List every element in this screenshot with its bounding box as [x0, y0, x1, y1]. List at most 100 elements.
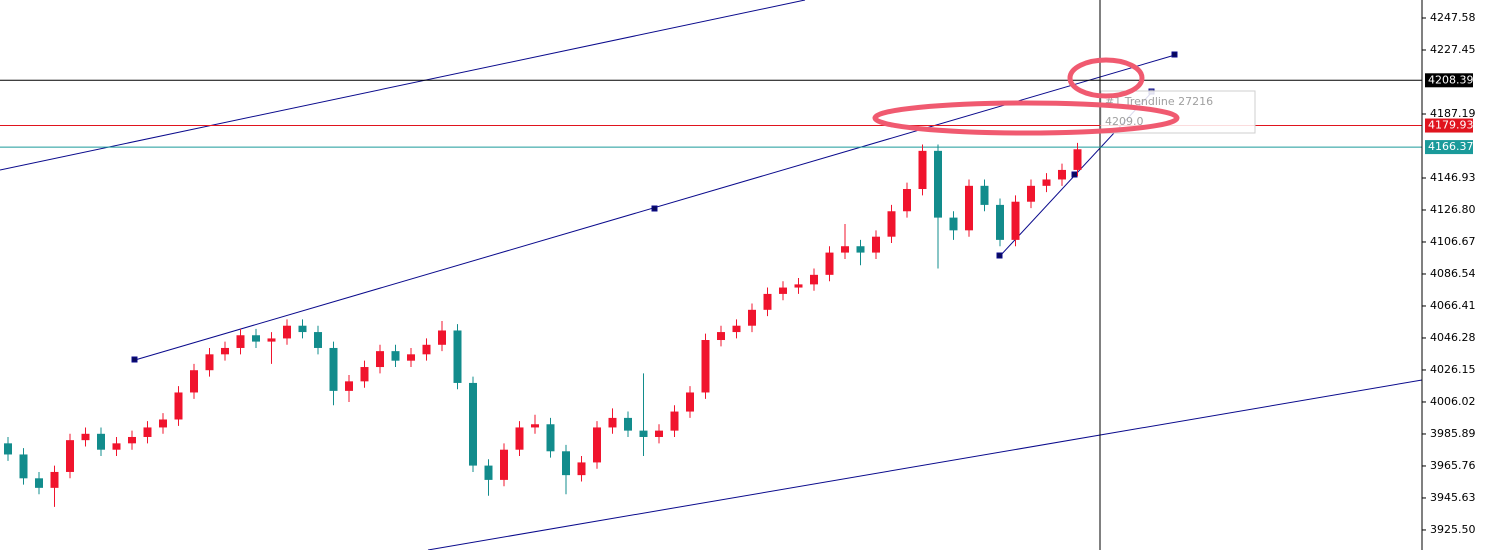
candle-body — [903, 189, 911, 212]
candle-body — [500, 449, 508, 480]
candle-body — [577, 462, 586, 476]
candle-body — [345, 381, 353, 391]
candle-body — [376, 351, 384, 368]
price-label: 4179.93 — [1428, 119, 1474, 132]
candle-body — [50, 471, 59, 488]
candle-body — [143, 427, 152, 437]
candle-body — [484, 465, 493, 480]
candle-body — [918, 150, 927, 190]
y-tick-label: 3985.89 — [1430, 427, 1476, 440]
price-label: 4208.39 — [1428, 73, 1474, 86]
y-tick-label: 4046.28 — [1430, 331, 1476, 344]
candle-body — [717, 332, 725, 341]
candle-body — [1011, 201, 1020, 240]
candle-body — [872, 236, 880, 253]
candle-body — [81, 433, 90, 441]
drawings — [0, 0, 1423, 550]
y-tick-label: 4227.45 — [1430, 43, 1476, 56]
candle-body — [360, 367, 369, 382]
candle-body — [314, 332, 322, 348]
y-tick-label: 3965.76 — [1430, 459, 1476, 472]
candle-body — [810, 274, 818, 285]
candle-body — [174, 392, 183, 420]
candle-body — [701, 340, 710, 393]
candle-body — [453, 330, 462, 383]
price-label-box — [1425, 118, 1473, 133]
candle-body — [190, 370, 198, 393]
candle-body — [19, 454, 28, 479]
candle-body — [841, 246, 849, 253]
highlight-ellipse — [872, 100, 1180, 136]
y-tick-label: 4247.58 — [1430, 11, 1476, 24]
candle-body — [469, 382, 477, 466]
candle-body — [655, 430, 663, 437]
candle-body — [593, 427, 601, 463]
y-tick-label: 4187.19 — [1430, 107, 1476, 120]
candle-body — [794, 284, 803, 288]
candle-body — [438, 330, 446, 345]
tooltip-title: #1 Trendline 27216 — [1105, 95, 1213, 108]
candle-body — [856, 246, 865, 253]
candle-body — [159, 419, 167, 428]
y-tick-label: 4086.54 — [1430, 267, 1476, 280]
anchor — [1171, 51, 1178, 58]
candle-body — [422, 344, 431, 355]
candle-body — [252, 335, 260, 342]
price-label: 4166.37 — [1428, 140, 1474, 153]
price-label-box — [1425, 140, 1473, 155]
trendline — [0, 0, 806, 171]
candle-body — [283, 325, 291, 339]
y-tick-label: 4126.80 — [1430, 203, 1476, 216]
candle-body — [732, 325, 741, 333]
y-tick-label: 4006.02 — [1430, 395, 1476, 408]
candle-body — [515, 427, 524, 450]
anchor — [996, 252, 1003, 259]
candle-body — [112, 443, 121, 450]
price-label-box — [1425, 73, 1473, 88]
candle-body — [97, 433, 105, 450]
tooltip-value: 4209.0 — [1105, 115, 1144, 128]
candle-body — [934, 150, 942, 218]
candle-body — [1073, 149, 1082, 170]
candle-body — [670, 411, 679, 431]
y-tick-label: 4026.15 — [1430, 363, 1476, 376]
highlight-ellipse — [1067, 57, 1145, 99]
y-tick-label: 3925.50 — [1430, 523, 1476, 536]
candle-body — [391, 351, 400, 361]
anchor — [131, 356, 138, 363]
candle-body — [4, 443, 12, 455]
candle-body — [531, 424, 539, 428]
candle-body — [748, 309, 756, 326]
candle-body — [35, 478, 43, 488]
tooltip-box — [1100, 90, 1256, 134]
candle-body — [965, 185, 973, 231]
candle-body — [608, 417, 617, 428]
trendline — [427, 379, 1423, 550]
candle-body — [298, 325, 307, 333]
candle-body — [1058, 169, 1066, 180]
candle-body — [562, 451, 570, 476]
candle-body — [407, 354, 415, 361]
candle-body — [980, 185, 989, 205]
candle-body — [996, 204, 1004, 240]
candle-body — [686, 392, 694, 412]
candle-body — [205, 354, 214, 371]
y-tick-label: 4066.41 — [1430, 299, 1476, 312]
annotations — [872, 57, 1180, 136]
candle-body — [763, 293, 772, 310]
candle-body — [1027, 185, 1035, 202]
candle-body — [825, 252, 834, 275]
candle-body — [887, 211, 896, 237]
candle-body — [329, 347, 338, 391]
candle-body — [1042, 179, 1051, 186]
plot — [0, 79, 1422, 507]
candle-body — [779, 287, 787, 294]
candle-body — [66, 440, 74, 472]
candle-body — [639, 430, 648, 437]
anchor — [1071, 171, 1078, 178]
tooltip: #1 Trendline 27216 4209.0 — [1100, 90, 1256, 134]
y-tick-label: 3945.63 — [1430, 491, 1476, 504]
candle-body — [267, 338, 276, 342]
candle-body — [624, 417, 632, 431]
